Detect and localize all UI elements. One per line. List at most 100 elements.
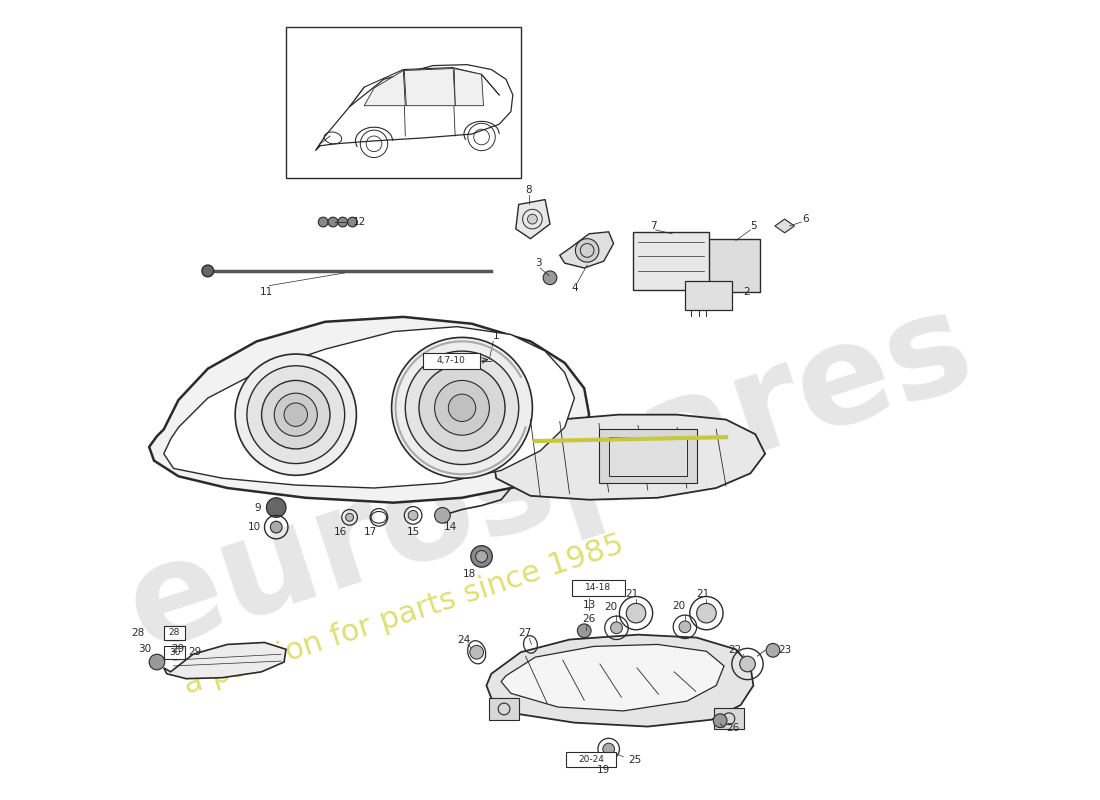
Text: 15: 15 <box>407 527 420 537</box>
Bar <box>608 437 686 476</box>
Circle shape <box>266 498 286 518</box>
Circle shape <box>434 507 450 523</box>
Text: 21: 21 <box>626 589 639 598</box>
Bar <box>422 353 480 369</box>
Text: 24: 24 <box>458 634 471 645</box>
Circle shape <box>575 238 598 262</box>
Circle shape <box>449 394 475 422</box>
Circle shape <box>696 603 716 623</box>
Text: 30: 30 <box>138 644 151 654</box>
Text: 14-18: 14-18 <box>585 583 612 592</box>
Circle shape <box>235 354 356 475</box>
Text: 8: 8 <box>526 185 532 194</box>
Circle shape <box>408 510 418 520</box>
Circle shape <box>328 217 338 227</box>
Circle shape <box>471 546 493 567</box>
Text: 1: 1 <box>493 331 499 342</box>
Text: 29: 29 <box>188 647 201 658</box>
Polygon shape <box>774 219 794 233</box>
Text: 13: 13 <box>583 600 596 610</box>
Bar <box>572 580 625 595</box>
Text: 28: 28 <box>169 628 180 638</box>
Text: 7: 7 <box>650 221 657 231</box>
Polygon shape <box>316 65 513 150</box>
Polygon shape <box>150 317 590 502</box>
Text: 19: 19 <box>597 765 611 774</box>
Text: 4: 4 <box>571 282 578 293</box>
Text: 30: 30 <box>168 648 180 657</box>
Circle shape <box>338 217 348 227</box>
Text: 16: 16 <box>334 527 348 537</box>
Text: a passion for parts since 1985: a passion for parts since 1985 <box>179 530 627 700</box>
Circle shape <box>246 366 344 463</box>
Text: 2: 2 <box>744 287 750 298</box>
Circle shape <box>679 621 691 633</box>
Polygon shape <box>364 70 405 106</box>
Bar <box>286 26 520 178</box>
Text: 4,7-10: 4,7-10 <box>437 356 465 366</box>
Polygon shape <box>502 645 724 711</box>
Text: 14: 14 <box>443 522 456 532</box>
Bar <box>634 232 710 290</box>
Text: 29: 29 <box>172 644 185 654</box>
Circle shape <box>419 365 505 451</box>
Circle shape <box>405 351 519 465</box>
Bar <box>714 708 744 730</box>
Text: 9: 9 <box>254 502 261 513</box>
Circle shape <box>713 714 727 727</box>
Bar <box>598 430 696 483</box>
Polygon shape <box>164 326 574 488</box>
Text: 21: 21 <box>696 589 710 598</box>
Circle shape <box>766 643 780 657</box>
Circle shape <box>318 217 328 227</box>
Bar <box>685 281 732 310</box>
Text: 26: 26 <box>726 722 739 733</box>
Polygon shape <box>405 69 455 106</box>
Circle shape <box>284 403 308 426</box>
Circle shape <box>202 265 213 277</box>
Circle shape <box>392 338 532 478</box>
Circle shape <box>274 393 317 436</box>
Circle shape <box>150 654 165 670</box>
Circle shape <box>603 743 615 755</box>
Text: 26: 26 <box>583 614 596 624</box>
Text: 3: 3 <box>535 258 541 268</box>
Bar <box>565 753 616 767</box>
Circle shape <box>739 656 756 672</box>
Polygon shape <box>492 414 766 500</box>
Bar <box>164 626 185 639</box>
Circle shape <box>528 214 537 224</box>
Text: 28: 28 <box>131 628 144 638</box>
Circle shape <box>543 271 557 285</box>
Circle shape <box>434 381 490 435</box>
Text: 18: 18 <box>463 569 476 579</box>
Text: 6: 6 <box>802 214 808 224</box>
Text: 20: 20 <box>672 602 685 611</box>
Text: 20: 20 <box>604 602 617 612</box>
Circle shape <box>348 217 358 227</box>
Circle shape <box>262 381 330 449</box>
Polygon shape <box>560 232 614 268</box>
Text: 22: 22 <box>728 646 741 655</box>
Circle shape <box>626 603 646 623</box>
Polygon shape <box>516 199 550 238</box>
Circle shape <box>470 646 484 659</box>
Bar <box>164 646 185 658</box>
Text: 10: 10 <box>248 522 261 532</box>
Text: 17: 17 <box>363 527 376 537</box>
Polygon shape <box>486 634 754 726</box>
Circle shape <box>578 624 591 638</box>
Circle shape <box>475 550 487 562</box>
Text: 5: 5 <box>750 221 757 231</box>
Text: 11: 11 <box>260 287 273 298</box>
Text: eurospares: eurospares <box>111 278 989 678</box>
Circle shape <box>610 622 623 634</box>
Text: 23: 23 <box>778 646 791 655</box>
Text: 20-24: 20-24 <box>579 755 604 764</box>
Text: 25: 25 <box>628 755 641 765</box>
Polygon shape <box>164 642 286 678</box>
Bar <box>692 238 760 293</box>
Circle shape <box>345 514 353 522</box>
Text: 27: 27 <box>518 628 531 638</box>
Circle shape <box>271 522 282 533</box>
